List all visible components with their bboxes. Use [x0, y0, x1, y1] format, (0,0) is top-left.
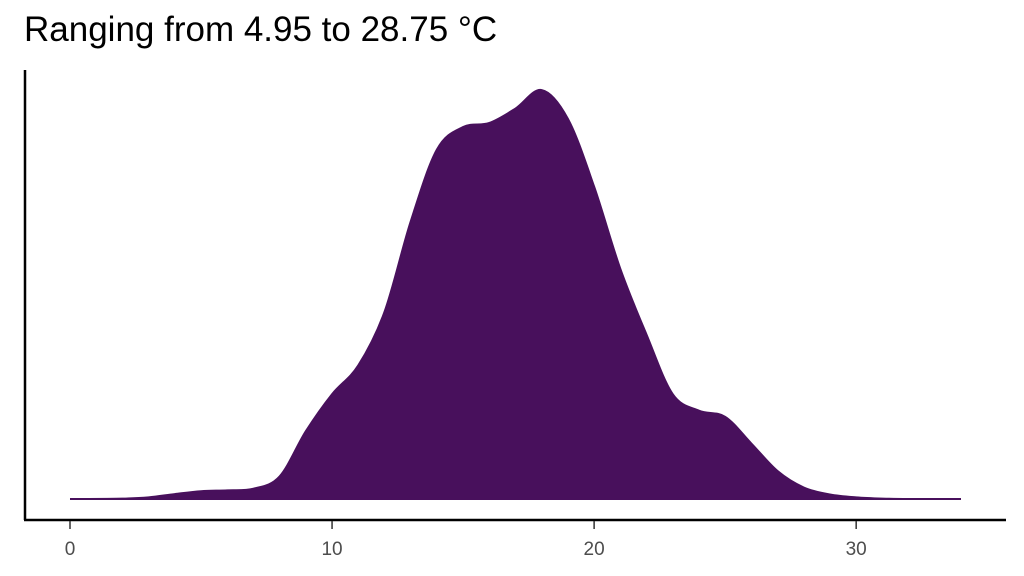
- x-tick-label: 10: [321, 539, 342, 560]
- density-layer: [69, 89, 962, 501]
- x-tick-label: 20: [584, 539, 605, 560]
- chart-title: Ranging from 4.95 to 28.75 °C: [24, 10, 498, 49]
- density-area: [69, 89, 962, 501]
- x-tick-label: 0: [65, 539, 76, 560]
- x-axis-ticks: 0 10 20 30: [65, 521, 867, 560]
- x-tick-label: 30: [846, 539, 867, 560]
